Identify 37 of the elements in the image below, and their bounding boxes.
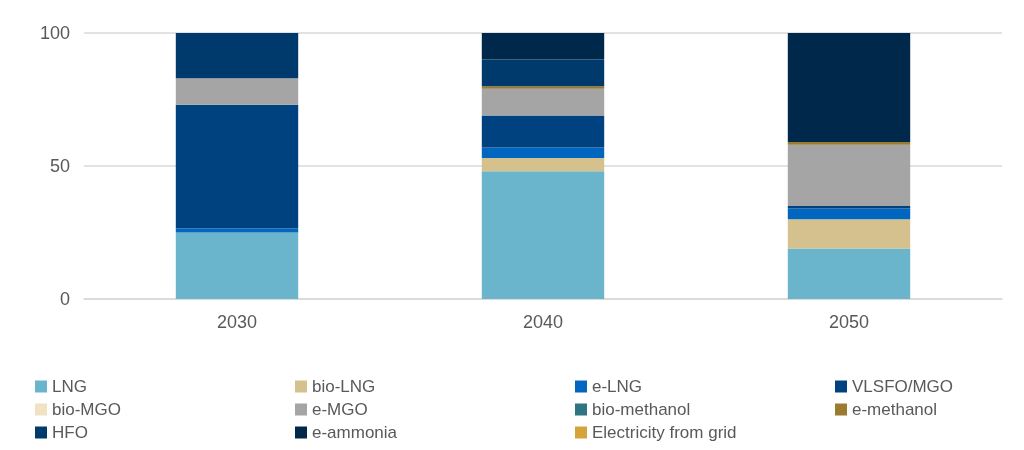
legend-label: Electricity from grid (592, 423, 737, 442)
legend-label: VLSFO/MGO (852, 377, 954, 396)
legend-label: HFO (52, 423, 88, 442)
x-tick-label: 2030 (216, 312, 258, 332)
bar (175, 104, 299, 229)
bar (787, 219, 911, 249)
bar (175, 228, 299, 233)
bar (787, 144, 911, 206)
bar (175, 33, 299, 79)
legend-label: e-methanol (852, 400, 938, 419)
legend-label: LNG (52, 377, 87, 396)
x-tick-label: 2040 (522, 312, 564, 332)
bar (481, 59, 605, 87)
bar (787, 205, 911, 209)
bar (481, 88, 605, 116)
bar (175, 232, 299, 299)
bar (175, 78, 299, 105)
legend-label: e-LNG (592, 377, 643, 396)
legend-label: bio-methanol (592, 400, 691, 419)
bar (787, 33, 911, 143)
legend-label: e-ammonia (312, 423, 398, 442)
bar (481, 158, 605, 172)
bar (787, 142, 911, 145)
legend-label: bio-LNG (312, 377, 376, 396)
bar (787, 248, 911, 299)
bar (481, 115, 605, 148)
legend-label: bio-MGO (52, 400, 121, 419)
x-tick-label: 2050 (828, 312, 870, 332)
bar (481, 86, 605, 89)
legend-label: e-MGO (312, 400, 368, 419)
y-tick-label: 50 (49, 156, 70, 176)
bar (481, 147, 605, 159)
y-tick-label: 100 (39, 23, 70, 43)
bar (481, 33, 605, 60)
bar (787, 208, 911, 220)
y-tick-label: 0 (59, 289, 70, 309)
bar (481, 171, 605, 299)
